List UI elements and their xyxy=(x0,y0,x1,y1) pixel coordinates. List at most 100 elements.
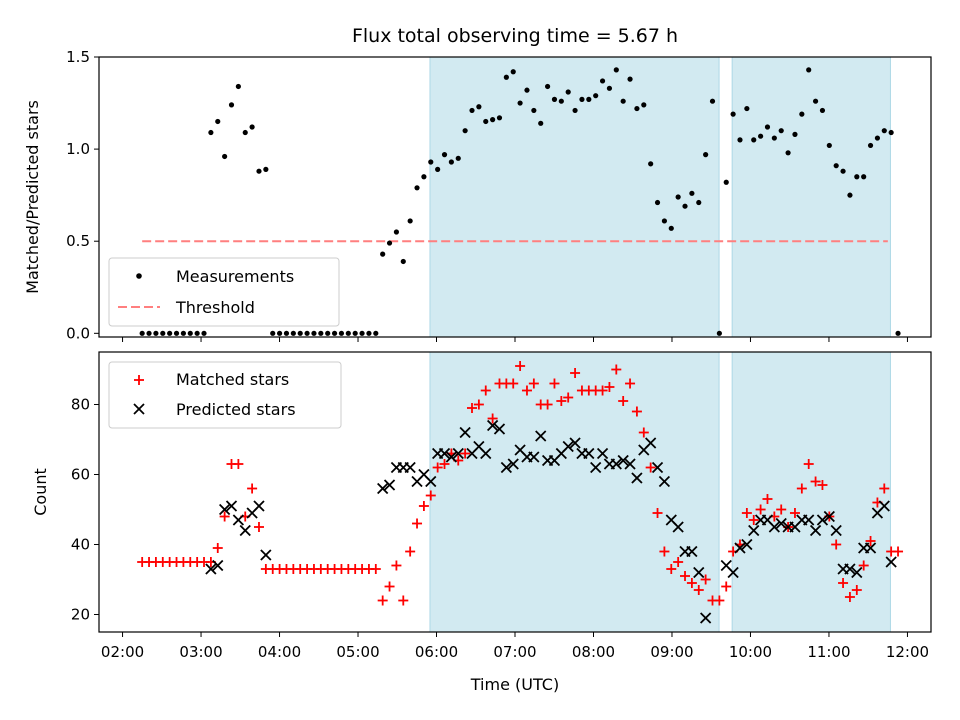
measurement-point xyxy=(895,330,901,336)
top-legend-box xyxy=(108,257,340,327)
bottom-x-ticks: 02:00 03:00 04:00 05:00 06:00 07:00 08:00 09:00… xyxy=(101,632,929,661)
top-y-ticks: 0.0 0.5 1.0 1.5 xyxy=(66,48,99,342)
matched-star-point xyxy=(844,592,855,602)
predicted-star-point xyxy=(768,521,780,533)
predicted-star-point xyxy=(438,447,451,460)
measurement-point xyxy=(819,107,826,114)
predicted-star-point xyxy=(658,475,671,488)
measurement-point xyxy=(304,330,310,336)
measurement-point xyxy=(400,258,406,265)
predicted-star-point xyxy=(590,461,602,474)
measurement-point xyxy=(297,330,303,336)
predicted-star-point xyxy=(500,461,512,474)
measurement-point xyxy=(194,330,200,336)
measurement-point xyxy=(861,174,867,180)
measurement-point xyxy=(455,155,461,161)
measurement-point xyxy=(180,330,186,336)
predicted-stars-series xyxy=(205,419,897,624)
predicted-star-point xyxy=(486,419,499,432)
measurement-point xyxy=(256,168,262,174)
matched-star-point xyxy=(638,427,649,438)
measurement-point xyxy=(283,330,290,336)
measurement-point xyxy=(716,330,722,336)
measurement-point xyxy=(881,128,887,134)
measurement-point xyxy=(531,107,537,114)
matched-star-point xyxy=(439,459,450,469)
bottom-legend-box xyxy=(108,361,342,429)
matched-star-point xyxy=(480,385,491,396)
top-axes: 0.0 0.5 1.0 1.5 Matched/Predicted stars Mea… xyxy=(23,48,932,342)
measurement-point xyxy=(366,330,372,336)
top-shaded-intervals xyxy=(429,56,891,338)
shaded-interval xyxy=(731,351,891,633)
matched-star-point xyxy=(563,392,574,403)
predicted-star-point xyxy=(260,549,272,561)
predicted-star-point xyxy=(253,500,265,512)
measurement-point xyxy=(599,78,606,84)
measurement-point xyxy=(263,166,269,172)
measurement-point xyxy=(682,203,688,209)
matched-star-point xyxy=(652,508,663,518)
measurement-point xyxy=(723,179,729,185)
matched-star-point xyxy=(803,459,814,469)
matched-star-point xyxy=(686,578,697,588)
matched-star-point xyxy=(741,508,752,518)
measurement-point xyxy=(544,83,551,90)
predicted-star-point xyxy=(493,423,506,435)
measurement-point xyxy=(593,93,599,99)
predicted-star-point xyxy=(631,472,643,484)
predicted-star-point xyxy=(583,447,595,460)
measurement-point xyxy=(613,67,619,73)
predicted-star-point xyxy=(610,458,622,470)
x-tick-label: 04:00 xyxy=(258,643,301,661)
matched-star-point xyxy=(597,385,608,396)
predicted-star-point xyxy=(809,524,822,537)
legend-label-matched-stars: Matched stars xyxy=(176,370,289,389)
matched-star-point xyxy=(233,459,244,469)
measurement-point xyxy=(586,96,592,102)
measurement-point xyxy=(421,174,427,180)
predicted-star-point xyxy=(562,440,574,453)
measurement-point xyxy=(428,159,434,165)
predicted-star-point xyxy=(878,500,890,512)
measurement-point xyxy=(235,83,241,90)
predicted-star-point xyxy=(748,524,760,537)
matched-star-point xyxy=(212,543,223,553)
measurement-point xyxy=(448,159,454,165)
measurement-point xyxy=(311,330,317,336)
matched-star-point xyxy=(858,560,869,571)
measurement-point xyxy=(496,115,503,121)
predicted-star-point xyxy=(218,503,231,516)
measurement-point xyxy=(806,67,812,73)
measurement-point xyxy=(359,330,365,336)
measurement-point xyxy=(270,330,276,336)
measurement-point xyxy=(352,330,358,336)
predicted-star-point xyxy=(816,514,829,526)
measurement-point xyxy=(160,330,166,336)
matched-star-point xyxy=(542,399,553,410)
measurement-point xyxy=(606,85,613,91)
predicted-star-point xyxy=(830,524,842,537)
measurement-point xyxy=(826,142,832,149)
measurement-point xyxy=(228,102,235,108)
matched-star-point xyxy=(879,483,890,494)
predicted-star-point xyxy=(383,479,396,491)
matched-star-point xyxy=(391,560,402,571)
matched-star-point xyxy=(425,490,436,501)
predicted-star-point xyxy=(851,566,863,579)
matched-star-point xyxy=(659,546,670,557)
predicted-star-point xyxy=(452,447,464,460)
top-y-axis-label: Matched/Predicted stars xyxy=(23,100,42,294)
predicted-star-point xyxy=(885,556,897,568)
measurement-point xyxy=(641,102,647,108)
y-tick-label: 60 xyxy=(71,466,90,484)
measurement-point xyxy=(290,330,296,336)
predicted-star-point xyxy=(404,461,416,474)
measurement-point xyxy=(709,98,716,104)
measurement-point xyxy=(380,251,386,257)
matched-star-point xyxy=(618,396,629,406)
measurement-point xyxy=(208,129,214,136)
matched-star-point xyxy=(487,413,498,424)
measurement-point xyxy=(276,330,283,336)
